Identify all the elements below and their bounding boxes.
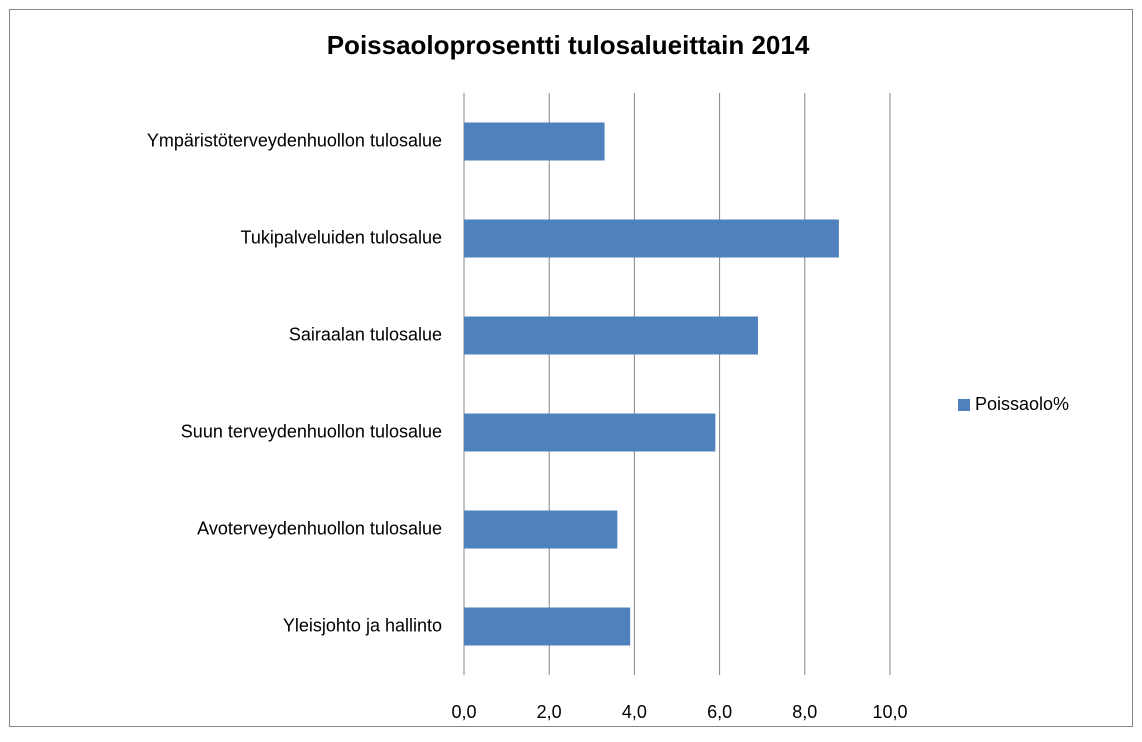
y-tick-label: Yleisjohto ja hallinto xyxy=(283,615,442,635)
x-tick-label: 2,0 xyxy=(537,702,562,722)
x-tick-label: 8,0 xyxy=(792,702,817,722)
x-tick-label: 6,0 xyxy=(707,702,732,722)
y-tick-label: Tukipalveluiden tulosalue xyxy=(241,227,442,247)
legend-label: Poissaolo% xyxy=(975,394,1069,414)
chart-title: Poissaoloprosentti tulosalueittain 2014 xyxy=(327,30,810,60)
x-tick-label: 0,0 xyxy=(451,702,476,722)
bar xyxy=(464,413,716,452)
legend-swatch xyxy=(958,399,970,411)
y-tick-label: Ympäristöterveydenhuollon tulosalue xyxy=(147,130,442,150)
x-tick-label: 4,0 xyxy=(622,702,647,722)
y-tick-label: Suun terveydenhuollon tulosalue xyxy=(181,421,442,441)
bar xyxy=(464,219,839,258)
bar xyxy=(464,510,618,549)
y-tick-label: Avoterveydenhuollon tulosalue xyxy=(197,518,442,538)
y-tick-label: Sairaalan tulosalue xyxy=(289,324,442,344)
x-tick-label: 10,0 xyxy=(872,702,907,722)
bar xyxy=(464,607,631,646)
bar xyxy=(464,316,758,355)
bar xyxy=(464,122,605,161)
